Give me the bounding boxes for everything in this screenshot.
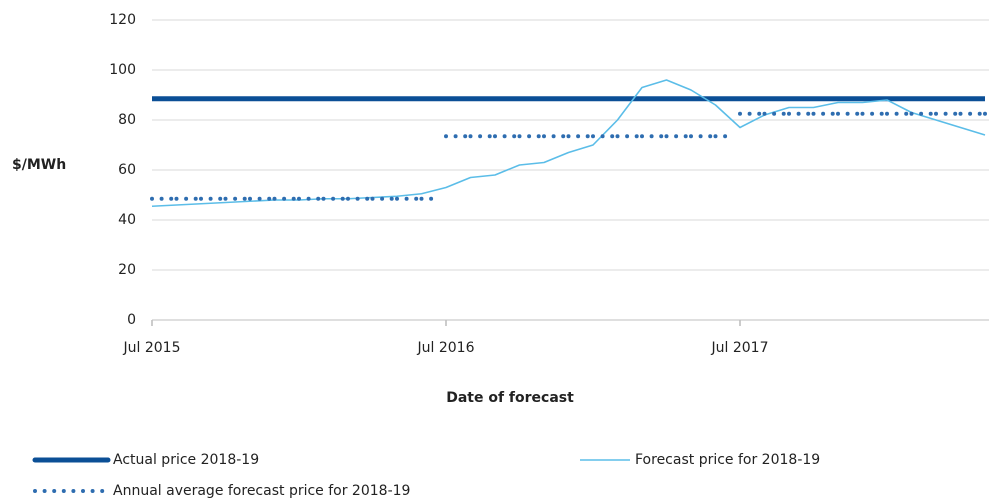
y-tick-label: 0 bbox=[127, 312, 136, 328]
legend-label: Annual average forecast price for 2018-1… bbox=[113, 483, 410, 499]
series-line bbox=[151, 79, 986, 208]
x-tick-label: Jul 2017 bbox=[711, 340, 769, 356]
y-tick-label: 60 bbox=[118, 162, 136, 178]
x-tick-label: Jul 2015 bbox=[123, 340, 181, 356]
y-tick-label: 80 bbox=[118, 112, 136, 128]
x-tick-label: Jul 2016 bbox=[417, 340, 475, 356]
legend-label: Forecast price for 2018-19 bbox=[635, 452, 820, 468]
x-axis-label: Date of forecast bbox=[446, 390, 574, 406]
y-tick-label: 100 bbox=[109, 62, 136, 78]
y-tick-label: 120 bbox=[109, 12, 136, 28]
legend-label: Actual price 2018-19 bbox=[113, 452, 259, 468]
y-tick-label: 20 bbox=[118, 262, 136, 278]
y-tick-label: 40 bbox=[118, 212, 136, 228]
y-axis-label: $/MWh bbox=[12, 157, 66, 173]
